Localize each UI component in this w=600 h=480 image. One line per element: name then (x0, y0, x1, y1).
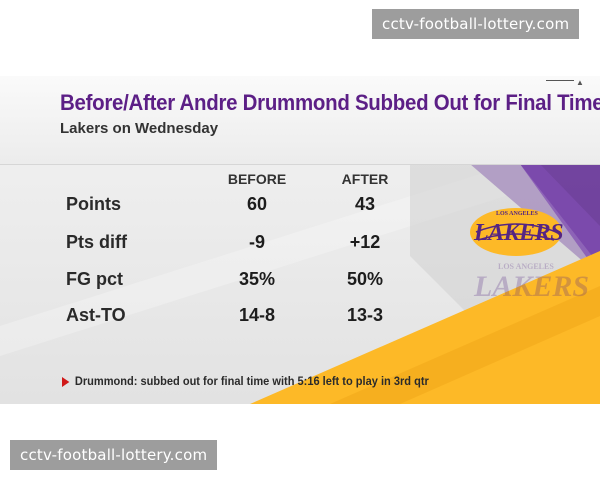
logo-faded-small-text: LOS ANGELES (498, 262, 554, 271)
up-arrow-icon: ▲ (576, 78, 584, 87)
logo-faded-main-text: LAKERS (474, 270, 590, 303)
cell-points-after: 43 (354, 194, 376, 214)
corner-line (546, 80, 574, 81)
graphic-subtitle: Lakers on Wednesday (60, 120, 219, 137)
cell-fg-pct-before: 35% (238, 269, 276, 289)
logo-small-text: LOS ANGELES (496, 211, 538, 217)
row-label-points: Points (66, 194, 122, 214)
cell-fg-pct-after: 50% (346, 269, 384, 289)
graphic-title: Before/After Andre Drummond Subbed Out f… (60, 90, 600, 115)
row-label-ast-to: Ast-TO (66, 305, 126, 325)
logo-main-text: LAKERS (474, 220, 564, 246)
footnote-text: Drummond: subbed out for final time with… (74, 374, 429, 388)
cell-pts-diff-before: -9 (248, 232, 265, 252)
footnote: Drummond: subbed out for final time with… (62, 374, 429, 388)
cell-ast-to-before: 14-8 (238, 305, 276, 325)
row-label-fg-pct: FG pct (66, 269, 123, 289)
cell-ast-to-after: 13-3 (346, 305, 384, 325)
row-label-pts-diff: Pts diff (66, 232, 127, 252)
cell-pts-diff-after: +12 (349, 232, 381, 252)
column-header-before: BEFORE (227, 171, 287, 187)
title-band (0, 76, 600, 165)
red-triangle-icon (62, 376, 70, 387)
watermark-top: cctv-football-lottery.com (372, 9, 580, 39)
basketball-icon (470, 208, 562, 256)
cell-points-before: 60 (246, 194, 268, 214)
watermark-bottom: cctv-football-lottery.com (10, 440, 218, 470)
column-header-after: AFTER (341, 171, 389, 187)
lakers-logo: LOS ANGELES LAKERS (468, 206, 564, 258)
stats-graphic: ▲ Before/After Andre Drummond Subbed Out… (0, 76, 600, 404)
